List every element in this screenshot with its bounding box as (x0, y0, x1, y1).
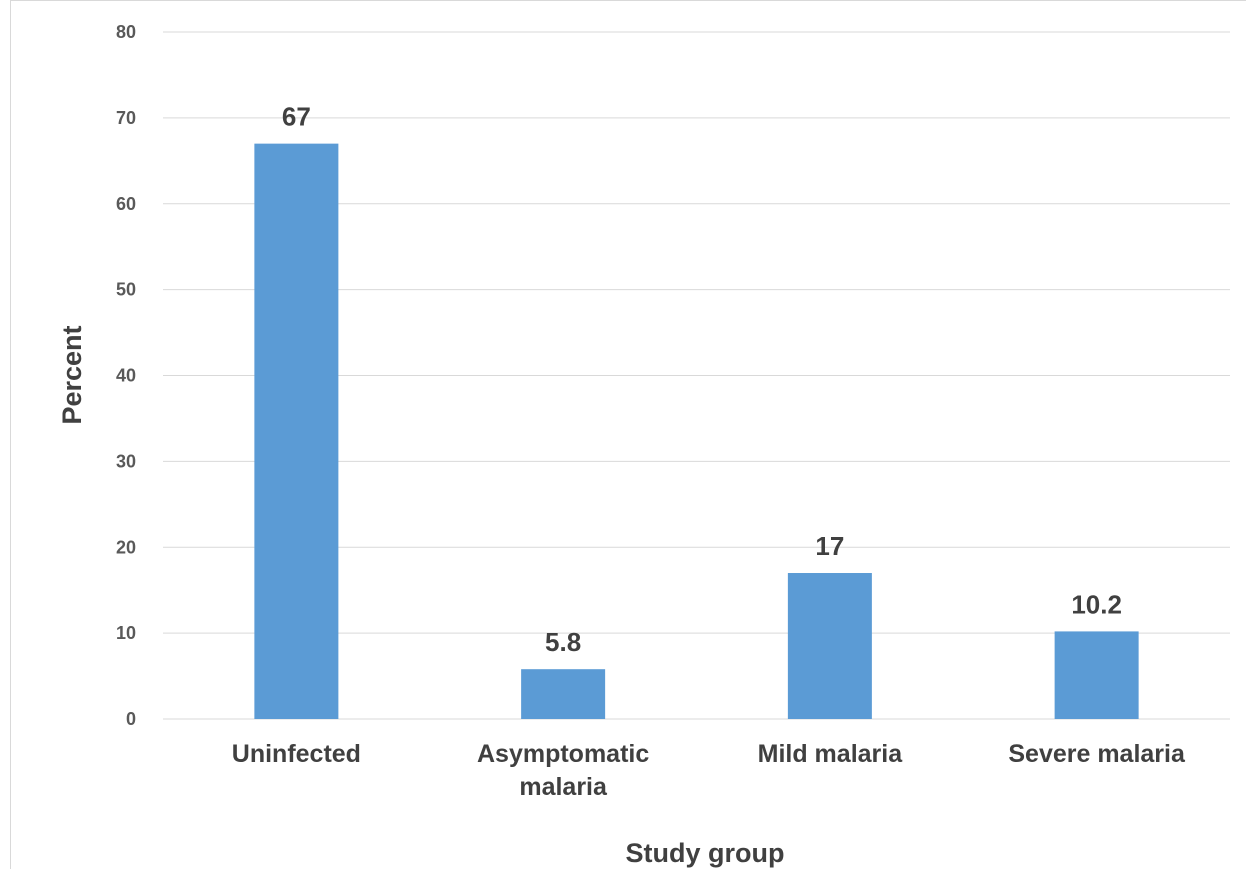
y-tick-label: 10 (116, 623, 136, 643)
y-axis-title: Percent (57, 325, 87, 424)
chart-frame (10, 0, 1246, 869)
y-tick-label: 60 (116, 194, 136, 214)
bar (787, 573, 872, 719)
y-tick-label: 40 (116, 366, 136, 386)
bar (1054, 631, 1139, 719)
data-label: 10.2 (1071, 589, 1122, 619)
x-category-label: Severe malaria (1008, 740, 1186, 768)
y-tick-label: 20 (116, 537, 136, 557)
y-tick-label: 30 (116, 451, 136, 471)
y-tick-label: 70 (116, 108, 136, 128)
data-label: 17 (815, 531, 844, 561)
x-category-label: Mild malaria (758, 740, 904, 768)
bars (254, 143, 1139, 719)
data-label: 67 (282, 102, 311, 132)
x-axis-categories: Uninfected Asymptomatic malaria Mild malari… (232, 740, 1186, 801)
bar (254, 143, 339, 719)
x-category-label: Uninfected (232, 740, 361, 768)
gridlines (163, 31, 1230, 720)
y-tick-label: 50 (116, 280, 136, 300)
y-tick-label: 80 (116, 22, 136, 42)
x-axis-title: Study group (626, 838, 785, 868)
y-tick-label: 0 (126, 709, 136, 729)
data-labels: 67 5.8 17 10.2 (282, 102, 1122, 658)
y-axis-ticks: 0 10 20 30 40 50 60 70 80 (116, 22, 136, 729)
bar (521, 669, 606, 719)
x-category-label: Asymptomatic malaria (477, 740, 649, 801)
data-label: 5.8 (545, 627, 581, 657)
